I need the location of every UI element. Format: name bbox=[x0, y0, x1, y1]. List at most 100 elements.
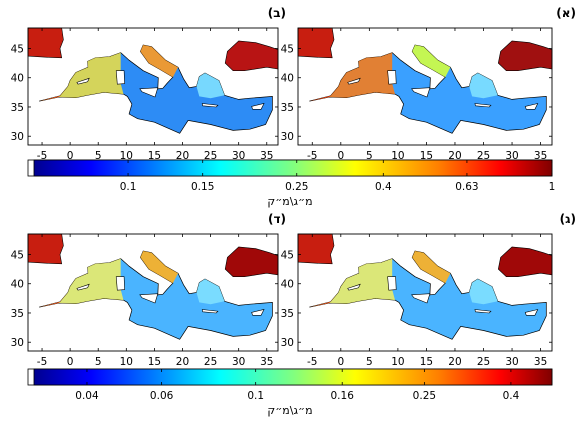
atlantic-field bbox=[27, 27, 64, 59]
x-tick-label: 5 bbox=[95, 150, 102, 162]
y-tick-label: 35 bbox=[281, 308, 294, 320]
island bbox=[474, 103, 492, 108]
x-tick-label: 10 bbox=[120, 150, 133, 162]
adriatic-field bbox=[412, 251, 451, 284]
y-tick-label: 40 bbox=[281, 73, 294, 85]
colorbar-tick-label: 0.63 bbox=[455, 181, 478, 193]
colorbar-top: 0.1 0.15 0.25 0.4 0.63 1 מ״ג\מ״ק bbox=[27, 159, 556, 208]
island bbox=[411, 87, 431, 98]
y-tick-label: 35 bbox=[11, 102, 24, 114]
atlantic-field bbox=[297, 27, 335, 59]
x-tick-label: -5 bbox=[307, 150, 317, 162]
colorbar-tick-label: 0.15 bbox=[191, 181, 214, 193]
x-tick-label: 25 bbox=[204, 356, 217, 368]
x-tick-label: 35 bbox=[260, 150, 273, 162]
western-basin-field bbox=[39, 258, 124, 308]
colorbar-tick-label: 0.4 bbox=[375, 181, 392, 193]
x-tick-label: 10 bbox=[391, 150, 404, 162]
colorbar-gradient bbox=[33, 368, 553, 386]
colorbar-unit-label: מ״ג\מ״ק bbox=[267, 404, 312, 417]
x-tick-label: 35 bbox=[260, 356, 273, 368]
adriatic-field bbox=[140, 45, 178, 78]
island bbox=[347, 283, 361, 291]
x-tick-label: -5 bbox=[307, 356, 317, 368]
colorbar-tick-label: 0.25 bbox=[285, 181, 308, 193]
x-tick-label: 15 bbox=[420, 356, 433, 368]
island bbox=[411, 293, 431, 304]
map-frame bbox=[27, 27, 279, 146]
x-tick-label: 10 bbox=[391, 356, 404, 368]
panel-label: (ב) bbox=[268, 6, 286, 20]
x-tick-label: 25 bbox=[477, 356, 490, 368]
x-tick-label: 5 bbox=[95, 356, 102, 368]
colorbar-tick-label: 1 bbox=[549, 181, 556, 193]
y-tick-label: 35 bbox=[281, 102, 294, 114]
x-tick-label: 35 bbox=[534, 150, 547, 162]
colorbar-gradient bbox=[33, 159, 553, 177]
map-panel: -5 0 5 10 15 20 25 30 35 30 35 40 45 (ד) bbox=[11, 212, 286, 368]
x-tick-label: 25 bbox=[477, 150, 490, 162]
map-panel: -5 0 5 10 15 20 25 30 35 30 35 40 45 (א) bbox=[281, 6, 576, 162]
panel-label: (א) bbox=[556, 6, 576, 20]
colorbar-tick-label: 0.1 bbox=[247, 390, 264, 402]
x-tick-label: 15 bbox=[420, 150, 433, 162]
x-tick-label: 5 bbox=[366, 356, 373, 368]
adriatic-field bbox=[412, 45, 451, 78]
x-tick-label: 30 bbox=[232, 150, 245, 162]
x-tick-label: 0 bbox=[67, 150, 74, 162]
x-tick-label: 20 bbox=[448, 356, 461, 368]
y-tick-label: 30 bbox=[11, 131, 24, 143]
western-basin-field bbox=[309, 258, 395, 308]
aegean-field bbox=[469, 279, 498, 305]
island bbox=[201, 309, 219, 314]
y-tick-label: 40 bbox=[11, 279, 24, 291]
y-tick-label: 45 bbox=[281, 43, 294, 55]
x-tick-label: 0 bbox=[337, 150, 344, 162]
western-basin-field bbox=[309, 52, 395, 102]
x-tick-label: -5 bbox=[37, 356, 47, 368]
island bbox=[251, 309, 265, 316]
aegean-field bbox=[196, 279, 225, 305]
x-tick-label: 5 bbox=[366, 150, 373, 162]
atlantic-field bbox=[297, 233, 335, 265]
x-tick-label: 0 bbox=[67, 356, 74, 368]
x-tick-label: 20 bbox=[176, 356, 189, 368]
x-tick-label: 15 bbox=[148, 150, 161, 162]
map-frame bbox=[297, 233, 553, 352]
y-tick-label: 30 bbox=[281, 337, 294, 349]
island bbox=[524, 103, 539, 110]
colorbar-tick-label: 0.04 bbox=[75, 390, 99, 402]
y-tick-label: 35 bbox=[11, 308, 24, 320]
island bbox=[251, 103, 265, 110]
x-tick-label: 30 bbox=[232, 356, 245, 368]
island bbox=[524, 309, 539, 316]
island bbox=[139, 293, 159, 304]
y-tick-label: 45 bbox=[281, 249, 294, 261]
western-basin-field bbox=[39, 52, 124, 102]
x-tick-label: 20 bbox=[448, 150, 461, 162]
y-tick-label: 40 bbox=[11, 73, 24, 85]
colorbar-tick-label: 0.25 bbox=[413, 390, 436, 402]
island bbox=[347, 77, 361, 85]
y-tick-label: 30 bbox=[11, 337, 24, 349]
island bbox=[115, 276, 125, 291]
island bbox=[201, 103, 219, 108]
colorbar-tick-label: 0.06 bbox=[150, 390, 174, 402]
colorbar-bottom: 0.04 0.06 0.1 0.16 0.25 0.4 מ״ג\מ״ק bbox=[27, 368, 553, 417]
x-tick-label: 0 bbox=[337, 356, 344, 368]
island bbox=[387, 70, 397, 85]
island bbox=[139, 87, 159, 98]
x-tick-label: 30 bbox=[505, 356, 518, 368]
y-tick-label: 45 bbox=[11, 43, 24, 55]
island bbox=[76, 283, 90, 291]
y-tick-label: 45 bbox=[11, 249, 24, 261]
map-panel: -5 0 5 10 15 20 25 30 35 30 35 40 45 (ג) bbox=[281, 212, 576, 368]
y-tick-label: 30 bbox=[281, 131, 294, 143]
atlantic-field bbox=[27, 233, 64, 265]
y-tick-label: 40 bbox=[281, 279, 294, 291]
island bbox=[115, 70, 125, 85]
map-frame bbox=[27, 233, 279, 352]
x-tick-label: -5 bbox=[37, 150, 47, 162]
aegean-field bbox=[469, 73, 498, 99]
